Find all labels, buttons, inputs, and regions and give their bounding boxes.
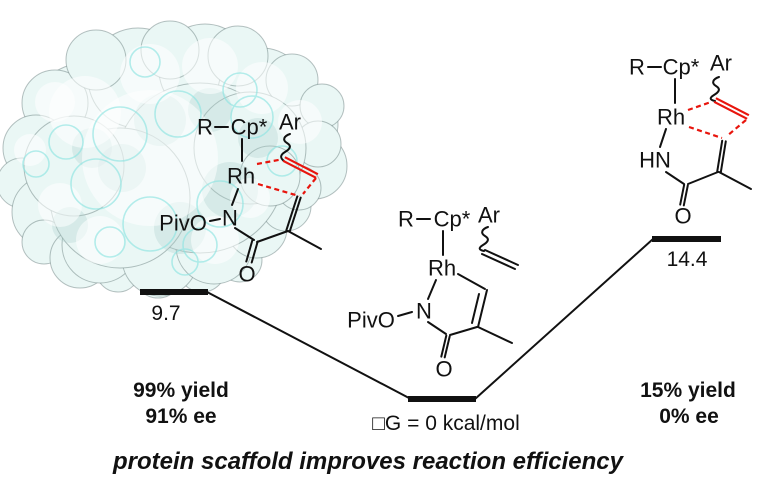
middle-n-label: N bbox=[416, 299, 432, 324]
energy-level-bar-right bbox=[652, 236, 721, 242]
middle-cp-label: Cp* bbox=[434, 207, 471, 232]
protein-surface-model bbox=[0, 20, 348, 299]
wavy-bond bbox=[478, 226, 489, 252]
right-r-label: R bbox=[629, 55, 645, 80]
energy-value-middle: □G = 0 kcal/mol bbox=[372, 412, 519, 435]
left-pivo-label: PivO bbox=[159, 211, 207, 236]
left-cp-label: Cp* bbox=[231, 115, 268, 140]
left-o-label: O bbox=[238, 262, 255, 287]
energy-connector-lines bbox=[206, 238, 654, 400]
right-o-label: O bbox=[674, 204, 691, 229]
right-complex-bonds bbox=[647, 66, 752, 207]
right-cp-label: Cp* bbox=[663, 55, 700, 80]
right-ee-label: 0% ee bbox=[659, 405, 719, 428]
middle-ar-label: Ar bbox=[478, 203, 500, 228]
left-ee-label: 91% ee bbox=[145, 405, 216, 428]
right-complex-labels: R Cp* Ar Rh HN O bbox=[629, 51, 732, 229]
energy-level-bar-middle bbox=[408, 396, 476, 402]
left-ar-label: Ar bbox=[279, 110, 301, 135]
left-complex-bonds bbox=[209, 126, 322, 264]
middle-o-label: O bbox=[435, 357, 452, 382]
right-ar-label: Ar bbox=[710, 51, 732, 76]
middle-pivo-label: PivO bbox=[347, 308, 395, 333]
middle-complex-labels: R Cp* Ar Rh PivO N O bbox=[347, 203, 500, 382]
right-rh-label: Rh bbox=[657, 105, 685, 130]
left-r-label: R bbox=[197, 115, 213, 140]
wavy-bond bbox=[709, 76, 720, 102]
energy-value-right: 14.4 bbox=[667, 248, 708, 271]
protein-surface-accents bbox=[22, 46, 298, 276]
figure-caption: protein scaffold improves reaction effic… bbox=[112, 448, 625, 475]
left-n-label: N bbox=[222, 206, 238, 231]
energy-value-left: 9.7 bbox=[151, 302, 180, 325]
right-hn-label: HN bbox=[639, 148, 671, 173]
right-complex-coordination bbox=[687, 97, 750, 140]
energy-level-bar-left bbox=[140, 289, 208, 295]
middle-complex-bonds bbox=[397, 218, 519, 359]
wavy-bond bbox=[280, 133, 291, 162]
left-yield-label: 99% yield bbox=[133, 379, 229, 402]
energy-diagram bbox=[140, 236, 721, 402]
middle-r-label: R bbox=[398, 207, 414, 232]
middle-rh-label: Rh bbox=[428, 256, 456, 281]
left-complex-labels: R Cp* Ar Rh PivO N O bbox=[159, 110, 301, 287]
left-rh-label: Rh bbox=[227, 164, 255, 189]
left-complex-coordination bbox=[256, 156, 319, 198]
right-yield-label: 15% yield bbox=[640, 379, 736, 402]
energy-annotations: 9.7 14.4 □G = 0 kcal/mol 99% yield 91% e… bbox=[133, 248, 736, 435]
